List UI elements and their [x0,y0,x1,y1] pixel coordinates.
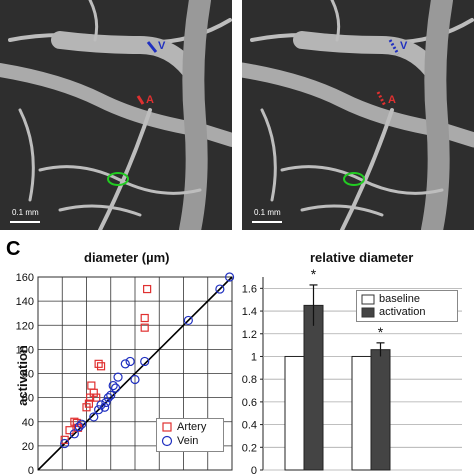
vein-point [69,429,79,439]
vein-point [215,284,225,294]
vein-point [94,405,104,415]
activation-bar [303,304,324,471]
artery-point [60,435,69,444]
activation-bar [370,349,391,471]
scatter-legend: Artery Vein [156,418,224,452]
vein-point [108,380,118,391]
artery-point [92,393,101,402]
artery-point [89,388,98,397]
bar-legend: baseline activation [356,290,458,322]
vein-point [103,393,113,403]
vein-point [130,374,140,385]
scatter-y-axis-label: activation [14,345,30,406]
artery-point [82,403,91,412]
baseline-bar [351,355,372,471]
vein-point [89,412,99,422]
scale-bar-label: 0.1 mm [12,208,39,217]
vein-point [60,438,70,449]
vein-point [120,359,130,369]
artery-point [87,381,96,390]
vein-label: V [158,40,166,52]
scatter-y-tick-label: 140 [16,296,34,308]
bar-y-tick-label: 0 [251,465,257,474]
bar-y-tick-label: 0.4 [242,420,257,432]
legend-baseline-label: baseline [379,293,420,305]
scale-bar-label: 0.1 mm [254,208,281,217]
legend-artery-marker [162,422,172,432]
artery-point [143,284,152,294]
vein-point [100,402,110,412]
legend-baseline-swatch [361,294,375,305]
scatter-y-tick-label: 0 [28,465,34,474]
artery-point [72,418,81,428]
bar-y-tick-label: 1.4 [242,306,257,318]
vein-point [74,421,84,432]
artery-point [140,313,149,323]
panel-letter-c: C [6,238,21,260]
bar-chart-title: relative diameter [310,250,414,265]
legend-activation-swatch [361,307,375,318]
scatter-y-tick-label: 20 [22,441,34,453]
artery-point [86,393,95,402]
artery-point [73,423,83,432]
legend-vein-marker [161,435,173,447]
significance-marker: * [311,266,317,282]
vein-point [183,315,193,326]
vein-label: V [400,40,408,52]
bar-y-tick-label: 0.2 [242,442,257,454]
vein-point [77,419,87,429]
bar-y-tick-label: 1.6 [242,283,257,295]
scatter-y-tick-label: 40 [22,417,34,429]
bar-y-tick-label: 1.2 [242,329,257,341]
angiogram-baseline-image: 0.1 mm V A [0,0,232,230]
vein-point [125,356,135,367]
scatter-y-tick-label: 160 [16,272,34,284]
angiogram-activation-image: 0.1 mm V A [242,0,474,230]
vein-point [110,383,121,393]
legend-vein-label: Vein [177,435,199,447]
bar-y-tick-label: 0.6 [242,397,257,409]
vessel-drawing-left [0,0,232,230]
artery-point [65,426,74,435]
artery-point [94,359,103,368]
vein-point [224,272,235,282]
legend-artery-label: Artery [177,421,207,433]
legend-activation-label: activation [379,306,426,318]
scatter-chart-title: diameter (µm) [84,250,170,265]
significance-marker: * [378,324,384,340]
vein-point [96,400,106,410]
artery-point [84,399,94,408]
vein-point [113,372,123,382]
artery-label: A [388,94,396,106]
scatter-y-tick-label: 120 [16,320,34,332]
artery-label: A [146,94,154,106]
baseline-bar [284,355,305,471]
bar-y-tick-label: 1 [251,351,257,363]
vein-point [106,390,116,400]
artery-point [70,417,79,426]
vessel-drawing-right [242,0,474,230]
bar-y-tick-label: 0.8 [242,374,257,386]
artery-point [140,323,149,332]
vein-point [101,397,111,408]
artery-point [96,362,106,371]
vein-point [140,356,150,367]
